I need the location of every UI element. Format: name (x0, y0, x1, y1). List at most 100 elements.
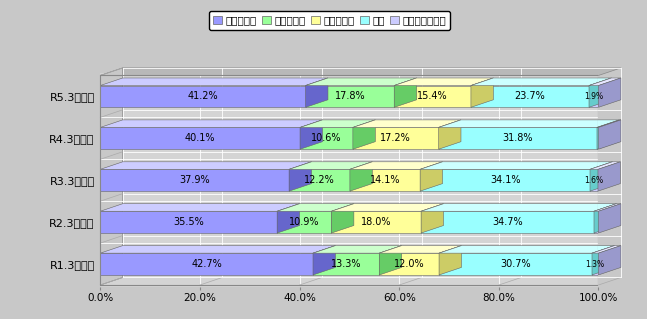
Bar (289, 169, 350, 191)
Text: 34.1%: 34.1% (490, 175, 520, 185)
Polygon shape (350, 162, 372, 191)
Polygon shape (439, 246, 461, 275)
Bar (313, 253, 379, 275)
Polygon shape (100, 78, 328, 85)
Bar (421, 211, 594, 233)
Polygon shape (300, 120, 375, 127)
Polygon shape (100, 68, 123, 285)
Polygon shape (379, 246, 461, 253)
Polygon shape (100, 204, 300, 211)
Bar (471, 85, 589, 107)
Polygon shape (100, 246, 335, 253)
Bar (100, 85, 305, 107)
Polygon shape (598, 246, 621, 275)
Polygon shape (592, 246, 621, 253)
Bar (589, 85, 598, 107)
Polygon shape (300, 120, 322, 149)
Text: 30.7%: 30.7% (500, 259, 531, 269)
Text: 1.9%: 1.9% (584, 92, 603, 101)
Polygon shape (598, 204, 621, 233)
Text: 12.2%: 12.2% (304, 175, 335, 185)
Polygon shape (305, 78, 328, 107)
Polygon shape (589, 78, 621, 85)
Text: 14.1%: 14.1% (369, 175, 400, 185)
Text: 10.9%: 10.9% (289, 217, 320, 227)
Polygon shape (439, 120, 461, 149)
Text: 12.0%: 12.0% (394, 259, 424, 269)
Polygon shape (289, 162, 311, 191)
Polygon shape (439, 246, 615, 253)
Polygon shape (277, 204, 300, 233)
Polygon shape (471, 78, 494, 107)
Polygon shape (353, 120, 375, 149)
Polygon shape (331, 204, 444, 211)
Polygon shape (100, 162, 311, 169)
Polygon shape (353, 120, 461, 127)
Polygon shape (471, 78, 611, 85)
Polygon shape (100, 68, 621, 76)
Bar (590, 169, 598, 191)
Polygon shape (420, 162, 443, 191)
Bar (331, 211, 421, 233)
Bar (277, 211, 331, 233)
Text: 18.0%: 18.0% (361, 217, 391, 227)
Text: 1.3%: 1.3% (586, 260, 605, 269)
Polygon shape (439, 120, 619, 127)
Bar (350, 169, 420, 191)
Text: 17.2%: 17.2% (380, 133, 411, 143)
Polygon shape (590, 162, 620, 169)
Bar (420, 169, 590, 191)
Polygon shape (421, 204, 617, 211)
Polygon shape (394, 78, 417, 107)
Text: 42.7%: 42.7% (192, 259, 222, 269)
Text: 10.6%: 10.6% (311, 133, 342, 143)
Text: 35.5%: 35.5% (173, 217, 204, 227)
Text: 40.1%: 40.1% (185, 133, 215, 143)
Text: 41.2%: 41.2% (188, 92, 218, 101)
Bar (597, 127, 598, 149)
Polygon shape (598, 120, 621, 149)
Polygon shape (350, 162, 443, 169)
Bar (594, 211, 598, 233)
Text: 13.3%: 13.3% (331, 259, 362, 269)
Polygon shape (379, 246, 402, 275)
Polygon shape (313, 246, 335, 275)
Text: 37.9%: 37.9% (179, 175, 210, 185)
Polygon shape (598, 162, 620, 191)
Text: 34.7%: 34.7% (492, 217, 523, 227)
Bar (300, 127, 353, 149)
Polygon shape (597, 120, 619, 149)
Polygon shape (313, 246, 402, 253)
Polygon shape (597, 120, 621, 127)
Text: 15.4%: 15.4% (417, 92, 448, 101)
Polygon shape (598, 78, 621, 107)
Polygon shape (592, 246, 615, 275)
Bar (100, 211, 277, 233)
Polygon shape (421, 204, 444, 233)
Bar (100, 253, 313, 275)
Bar (379, 253, 439, 275)
Text: 23.7%: 23.7% (514, 92, 545, 101)
Text: 17.8%: 17.8% (334, 92, 365, 101)
Polygon shape (100, 120, 322, 127)
Polygon shape (589, 78, 611, 107)
Bar (592, 253, 598, 275)
Bar (439, 127, 597, 149)
Legend: 日本で就職, 日本で進学, 国内その他, 帰国, 母国以外の海外: 日本で就職, 日本で進学, 国内その他, 帰国, 母国以外の海外 (208, 11, 450, 30)
Polygon shape (331, 204, 354, 233)
Bar (394, 85, 471, 107)
Bar (439, 253, 592, 275)
Text: 31.8%: 31.8% (503, 133, 533, 143)
Polygon shape (594, 204, 621, 211)
Text: 1.6%: 1.6% (584, 176, 604, 185)
Polygon shape (590, 162, 613, 191)
Bar (100, 127, 300, 149)
Polygon shape (277, 204, 354, 211)
Bar (305, 85, 394, 107)
Bar (353, 127, 439, 149)
Polygon shape (289, 162, 372, 169)
Polygon shape (394, 78, 494, 85)
Polygon shape (420, 162, 613, 169)
Polygon shape (305, 78, 417, 85)
Bar (100, 169, 289, 191)
